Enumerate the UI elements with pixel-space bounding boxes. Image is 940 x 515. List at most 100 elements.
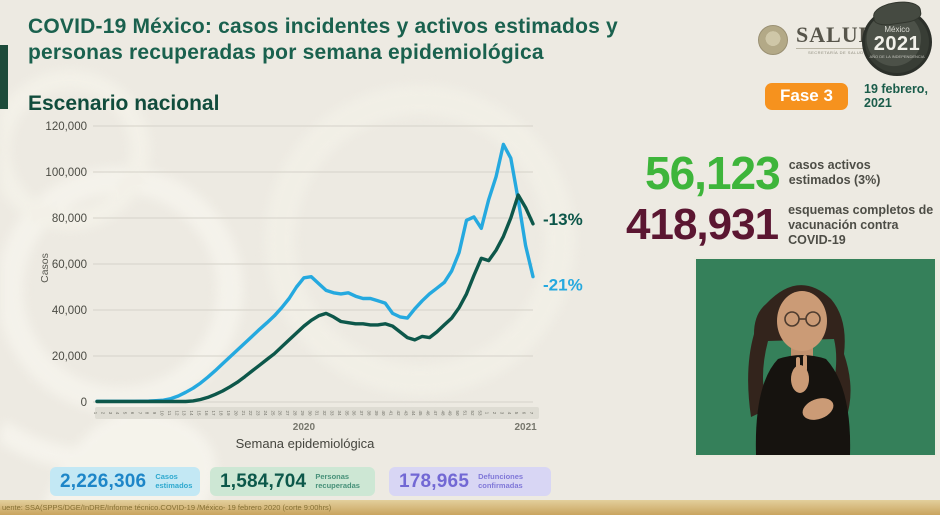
defunciones-label: Defunciones confirmadas — [478, 471, 524, 490]
source-bar: uente: SSA(SPPS/DGE/InDRE/Informe técnic… — [0, 500, 940, 515]
defunciones-value: 178,965 — [399, 470, 470, 492]
x-week-tick: 43 — [403, 410, 408, 416]
y-tick-label: 120,000 — [45, 121, 87, 133]
x-week-tick: 3 — [499, 412, 504, 415]
x-week-tick: 18 — [219, 410, 224, 416]
x-week-tick: 2 — [100, 412, 105, 415]
fase-3-badge: Fase 3 — [765, 83, 848, 110]
x-week-tick: 6 — [522, 412, 527, 415]
x-week-tick: 5 — [514, 412, 519, 415]
salud-logo: SALUD SECRETARÍA DE SALUD — [758, 24, 876, 55]
x-week-tick: 23 — [256, 410, 261, 416]
x-week-tick: 22 — [248, 410, 253, 416]
x-week-tick: 46 — [426, 410, 431, 416]
quetzalcoatl-icon — [871, 0, 923, 28]
x-week-tick: 6 — [130, 412, 135, 415]
x-week-tick: 52 — [470, 410, 475, 416]
casos-estimados-label: Casos estimados — [155, 471, 193, 490]
x-week-tick: 5 — [123, 412, 128, 415]
vaccination-label: esquemas completos de vacunación contra … — [788, 202, 934, 247]
summary-box-personas-recuperadas: 1,584,704 Personas recuperadas — [210, 467, 375, 496]
x-week-tick: 36 — [352, 410, 357, 416]
x-week-tick: 21 — [241, 410, 246, 416]
x-week-tick: 9 — [152, 412, 157, 415]
y-tick-label: 40,000 — [52, 305, 87, 317]
report-date: 19 febrero, 2021 — [864, 82, 928, 111]
interpreter-figure — [696, 259, 935, 455]
mexico-badge-title: México — [884, 25, 910, 34]
x-week-tick: 51 — [462, 410, 467, 416]
x-week-tick: 14 — [189, 410, 194, 416]
salud-subtitle: SECRETARÍA DE SALUD — [796, 48, 876, 55]
summary-box-defunciones: 178,965 Defunciones confirmadas — [389, 467, 551, 496]
x-week-tick: 15 — [196, 410, 201, 416]
x-week-tick: 10 — [160, 410, 165, 416]
x-week-tick: 48 — [440, 410, 445, 416]
change-annotation-0: -21% — [543, 276, 583, 295]
x-axis-title: Semana epidemiológica — [236, 436, 376, 451]
x-week-tick: 17 — [211, 410, 216, 416]
x-week-tick: 1 — [485, 412, 490, 415]
x-week-tick: 19 — [226, 410, 231, 416]
x-week-tick: 20 — [233, 410, 238, 416]
series-line-1 — [95, 193, 535, 404]
x-week-tick: 16 — [204, 410, 209, 416]
y-axis-title: Casos — [39, 253, 51, 283]
x-year-label: 2020 — [293, 422, 316, 433]
series-line-0 — [95, 142, 535, 403]
y-tick-label: 100,000 — [45, 167, 87, 179]
epidemic-curve-chart: 0 20,000 40,000 60,000 80,000 100,000 120,000 C… — [35, 118, 595, 458]
x-week-tick: 38 — [366, 410, 371, 416]
x-week-tick: 34 — [337, 410, 342, 416]
x-year-label: 2021 — [514, 422, 537, 433]
mexico-badge-year: 2021 — [873, 33, 921, 55]
x-week-tick: 25 — [270, 410, 275, 416]
x-week-tick: 4 — [115, 412, 120, 415]
x-week-tick: 28 — [293, 410, 298, 416]
report-date-line2: 2021 — [864, 96, 892, 111]
x-week-tick: 33 — [329, 410, 334, 416]
mexico-badge-subtitle: AÑO DE LA INDEPENDENCIA — [869, 54, 925, 59]
source-text: uente: SSA(SPPS/DGE/InDRE/Informe técnic… — [2, 503, 332, 512]
x-week-tick: 3 — [108, 412, 113, 415]
x-week-tick: 32 — [322, 410, 327, 416]
y-tick-label: 0 — [81, 397, 87, 409]
x-week-tick: 26 — [278, 410, 283, 416]
x-week-tick: 2 — [492, 412, 497, 415]
salud-wordmark: SALUD — [796, 22, 876, 47]
x-week-tick: 47 — [433, 410, 438, 416]
x-week-tick: 41 — [389, 410, 394, 416]
left-accent-bar — [0, 45, 8, 109]
y-tick-label: 80,000 — [52, 213, 87, 225]
active-cases-label: casos activos estimados (3%) — [788, 158, 881, 187]
x-week-tick: 31 — [315, 410, 320, 416]
personas-recuperadas-value: 1,584,704 — [220, 470, 307, 492]
y-tick-label: 60,000 — [52, 259, 87, 271]
y-tick-label: 20,000 — [52, 351, 87, 363]
x-week-tick: 8 — [145, 412, 150, 415]
personas-recuperadas-label: Personas recuperadas — [315, 471, 360, 490]
x-week-tick: 39 — [374, 410, 379, 416]
x-week-tick: 37 — [359, 410, 364, 416]
casos-estimados-value: 2,226,306 — [60, 470, 147, 492]
x-week-tick: 27 — [285, 410, 290, 416]
x-week-tick: 13 — [182, 410, 187, 416]
x-week-tick: 42 — [396, 410, 401, 416]
x-week-tick: 7 — [137, 412, 142, 415]
x-week-tick: 1 — [93, 412, 98, 415]
x-week-tick: 24 — [263, 410, 268, 416]
report-date-line1: 19 febrero, — [864, 82, 928, 96]
x-week-tick: 30 — [307, 410, 312, 416]
x-week-tick: 53 — [477, 410, 482, 416]
chart-svg: 0 20,000 40,000 60,000 80,000 100,000 120,000 C… — [39, 121, 583, 451]
x-week-tick: 50 — [455, 410, 460, 416]
x-week-tick: 40 — [381, 410, 386, 416]
section-title: Escenario nacional — [28, 92, 220, 115]
x-tick-band — [95, 407, 539, 419]
x-week-tick: 11 — [167, 411, 172, 416]
x-week-tick: 12 — [174, 410, 179, 416]
x-week-tick: 29 — [300, 410, 305, 416]
sign-language-interpreter-video — [694, 257, 937, 457]
stat-active-cases: 56,123 casos activos estimados (3%) — [645, 146, 880, 200]
